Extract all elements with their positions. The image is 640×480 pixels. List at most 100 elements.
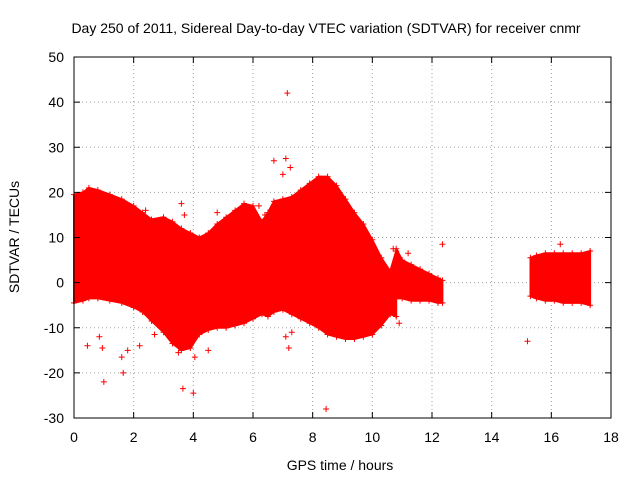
data-point [408, 261, 415, 268]
data-point [324, 331, 331, 338]
data-point [284, 90, 291, 97]
data-point [315, 173, 322, 180]
data-point [250, 315, 256, 322]
data-point [223, 324, 230, 331]
data-point [551, 250, 558, 257]
data-point [148, 216, 155, 223]
data-point [287, 164, 294, 171]
data-point [270, 198, 277, 205]
data-point [434, 275, 441, 282]
data-point [342, 196, 349, 203]
data-point [333, 182, 340, 189]
y-tick-label: -30 [44, 410, 64, 426]
data-point [542, 250, 549, 257]
data-point [120, 369, 127, 376]
data-point [214, 209, 221, 216]
data-point [369, 236, 376, 243]
data-point [551, 297, 558, 304]
data-band-2 [395, 248, 444, 304]
x-tick-label: 10 [365, 429, 381, 445]
data-point [124, 347, 131, 354]
data-point [187, 229, 194, 236]
data-point [79, 189, 86, 196]
x-tick-label: 14 [484, 429, 500, 445]
data-point [399, 257, 406, 264]
data-point [587, 248, 594, 255]
data-point [306, 320, 313, 327]
x-tick-label: 6 [249, 429, 257, 445]
data-point [426, 270, 433, 277]
chart-title: Day 250 of 2011, Sidereal Day-to-day VTE… [71, 20, 580, 36]
data-point [351, 336, 358, 343]
data-point [151, 331, 158, 338]
data-point [306, 180, 313, 187]
data-point [399, 295, 406, 302]
data-point [297, 187, 304, 194]
data-point [533, 252, 540, 259]
data-point [160, 214, 167, 221]
data-point [396, 320, 403, 327]
x-tick-label: 16 [544, 429, 560, 445]
data-point [79, 297, 86, 304]
x-tick-label: 4 [189, 429, 197, 445]
data-point [282, 155, 289, 162]
data-point [85, 184, 92, 191]
data-point [342, 336, 349, 343]
data-point [205, 347, 212, 354]
data-point [106, 191, 113, 198]
data-point [569, 299, 576, 306]
data-point [261, 211, 268, 218]
data-point [94, 295, 101, 302]
data-point [285, 345, 292, 352]
data-point [378, 254, 385, 261]
data-point [542, 297, 549, 304]
data-point [232, 207, 239, 214]
data-point [439, 241, 446, 248]
data-point [118, 299, 125, 306]
y-tick-label: 50 [48, 49, 64, 65]
data-point [178, 200, 185, 207]
data-point [223, 214, 230, 221]
data-point [196, 234, 203, 241]
data-point [279, 306, 286, 313]
data-point [270, 308, 277, 315]
data-point [393, 313, 400, 320]
data-point [279, 171, 286, 178]
data-point [136, 342, 143, 349]
data-point [118, 354, 125, 361]
x-tick-label: 12 [424, 429, 440, 445]
data-point [387, 311, 394, 318]
data-point [250, 202, 256, 209]
data-point [288, 329, 295, 336]
data-point [533, 295, 540, 302]
data-point [439, 277, 446, 284]
data-point [578, 299, 585, 306]
data-point [390, 245, 397, 252]
data-point [270, 157, 277, 164]
x-axis-label: GPS time / hours [287, 457, 394, 473]
data-point [351, 209, 358, 216]
data-point [84, 342, 91, 349]
data-point [360, 333, 367, 340]
y-tick-label: 10 [48, 230, 64, 246]
data-point [106, 297, 113, 304]
data-point [214, 324, 221, 331]
data-point [378, 322, 385, 329]
data-point [118, 196, 125, 203]
data-point [190, 390, 197, 397]
data-point [241, 200, 248, 207]
data-point [417, 297, 424, 304]
x-tick-label: 0 [70, 429, 78, 445]
y-tick-label: -20 [44, 365, 64, 381]
data-point [130, 202, 137, 209]
data-point [94, 187, 101, 194]
data-point [169, 218, 176, 225]
data-point [187, 345, 194, 352]
data-point [524, 338, 531, 345]
data-point [191, 354, 198, 361]
data-point [178, 225, 185, 232]
y-tick-label: -10 [44, 320, 64, 336]
data-point [360, 220, 367, 227]
data-point [100, 378, 107, 385]
